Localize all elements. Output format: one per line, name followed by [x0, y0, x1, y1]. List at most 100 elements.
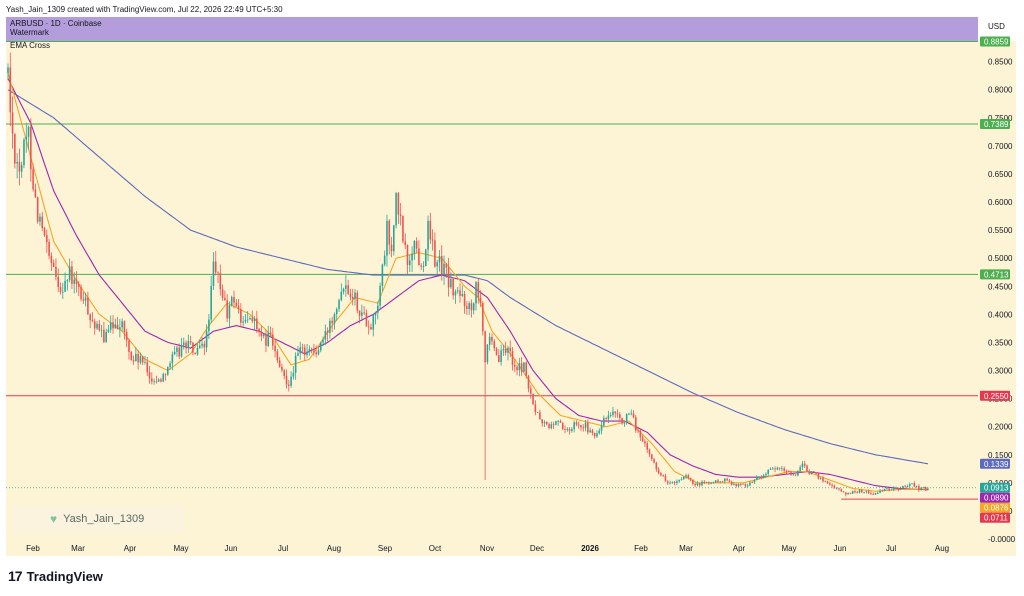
- candle-body: [794, 474, 797, 476]
- candle-body: [858, 489, 861, 493]
- candle-body: [612, 411, 614, 416]
- candle-body: [892, 488, 895, 490]
- candle-body: [598, 430, 601, 434]
- candle-body: [616, 413, 619, 415]
- candle-body: [281, 366, 283, 371]
- candle-body: [799, 467, 801, 471]
- candle-body: [157, 379, 160, 382]
- candle-body: [733, 484, 735, 485]
- candle-body: [52, 263, 55, 267]
- candle-body: [361, 312, 363, 316]
- candle-body: [242, 321, 244, 323]
- candle-body: [77, 284, 80, 288]
- candle-body: [701, 481, 703, 486]
- candle-body: [728, 480, 731, 482]
- y-tick-label: 0.5000: [988, 254, 1013, 263]
- candle-body: [708, 482, 710, 484]
- tradingview-brand[interactable]: 17 TradingView: [8, 568, 103, 584]
- candle-body: [201, 343, 203, 346]
- x-tick-label: Jul: [278, 544, 288, 553]
- y-tick-label: 0.7000: [988, 142, 1013, 151]
- x-tick-label: Mar: [679, 544, 693, 553]
- candle-body: [660, 473, 662, 476]
- candle-body: [685, 475, 687, 477]
- candle-body: [824, 481, 827, 483]
- candle-body: [196, 347, 199, 355]
- candle-body: [308, 349, 311, 352]
- candle-body: [650, 454, 653, 460]
- candle-body: [461, 294, 464, 296]
- candle-body: [509, 347, 512, 352]
- candle-body: [870, 493, 872, 494]
- candle-body: [59, 287, 62, 293]
- candle-body: [527, 375, 530, 389]
- candle-body: [365, 312, 368, 327]
- candle-body: [287, 384, 290, 386]
- candle-body: [402, 215, 404, 242]
- candle-body: [265, 334, 267, 346]
- candle-body: [842, 491, 845, 493]
- candle-body: [904, 485, 906, 487]
- candle-body: [918, 485, 920, 491]
- candle-body: [258, 329, 260, 333]
- candle-body: [260, 332, 263, 337]
- candle-body: [103, 329, 105, 342]
- candle-body: [564, 429, 566, 430]
- candle-body: [128, 340, 130, 352]
- candle-body: [826, 481, 829, 484]
- candle-body: [589, 430, 591, 433]
- indicator-label: EMA Cross: [10, 41, 50, 50]
- candle-body: [774, 468, 776, 470]
- candle-body: [863, 492, 865, 493]
- candle-body: [41, 216, 44, 229]
- y-tick-label: 0.3000: [988, 367, 1013, 376]
- tradingview-logo-icon: 17: [8, 568, 23, 584]
- candle-body: [114, 324, 117, 329]
- candle-body: [431, 239, 434, 241]
- candle-body: [146, 361, 149, 373]
- candle-body: [340, 291, 343, 301]
- price-label-box: [980, 492, 1010, 503]
- candle-body: [758, 476, 760, 478]
- candle-body: [776, 467, 779, 470]
- candle-body: [641, 437, 644, 442]
- candle-body: [566, 429, 569, 430]
- candle-body: [680, 478, 683, 480]
- candle-body: [427, 220, 429, 250]
- candle-body: [571, 429, 573, 431]
- candle-body: [43, 228, 46, 236]
- candle-body: [413, 241, 416, 254]
- x-tick-label: Jun: [225, 544, 238, 553]
- candle-body: [144, 361, 146, 363]
- candle-body: [139, 356, 142, 363]
- candle-body: [452, 278, 454, 296]
- candle-body: [383, 255, 386, 265]
- candle-body: [536, 412, 539, 413]
- candle-body: [132, 360, 135, 362]
- candle-body: [399, 214, 402, 216]
- candle-body: [607, 415, 610, 419]
- currency-label[interactable]: USD: [988, 22, 1005, 31]
- candle-body: [742, 483, 744, 485]
- candle-body: [927, 488, 929, 490]
- candle-body: [463, 294, 466, 307]
- candle-body: [591, 430, 594, 434]
- candle-body: [84, 297, 87, 301]
- candle-body: [922, 487, 925, 488]
- candle-body: [224, 297, 226, 301]
- candle-body: [724, 478, 726, 482]
- candle-body: [831, 484, 833, 486]
- candle-body: [550, 424, 553, 429]
- candle-body: [735, 484, 738, 487]
- candle-body: [532, 393, 534, 405]
- candle-body: [148, 372, 151, 379]
- candle-body: [845, 492, 847, 495]
- candle-body: [135, 353, 137, 362]
- candle-body: [545, 421, 548, 425]
- candle-body: [575, 422, 578, 425]
- y-tick-label: 0.8000: [988, 86, 1013, 95]
- candle-body: [324, 331, 327, 340]
- candle-body: [379, 285, 381, 306]
- candle-body: [486, 344, 489, 363]
